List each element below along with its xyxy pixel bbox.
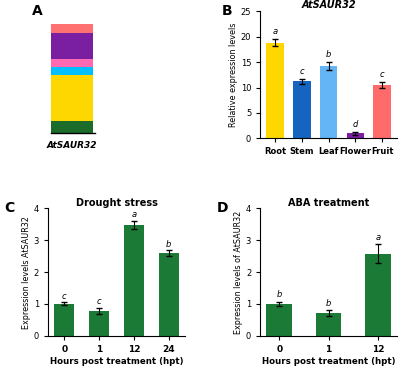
Bar [320,66,337,138]
Bar [51,59,93,67]
Text: a: a [132,210,136,219]
Legend: ABRE, TC-rich repeats, MBS, LTR, CGTCA-motif, TCA-element: ABRE, TC-rich repeats, MBS, LTR, CGTCA-m… [262,39,332,90]
Bar [266,304,292,336]
Title: AtSAUR32: AtSAUR32 [301,0,356,10]
Text: d: d [352,119,358,129]
Bar [51,33,93,59]
X-axis label: Hours post treatment (hpt): Hours post treatment (hpt) [50,357,183,366]
Text: c: c [380,70,385,79]
Text: b: b [326,50,331,59]
Bar [266,43,284,138]
Text: AtSAUR32: AtSAUR32 [47,141,97,150]
Text: D: D [217,201,228,215]
Bar [51,67,93,75]
Text: c: c [62,292,67,301]
Text: C: C [4,201,14,215]
Y-axis label: Expression levels of AtSAUR32: Expression levels of AtSAUR32 [234,210,243,334]
X-axis label: Hours post treatment (hpt): Hours post treatment (hpt) [262,357,395,366]
Y-axis label: Relative expression levels: Relative expression levels [229,23,238,127]
Text: A: A [32,4,43,18]
Bar [346,134,364,138]
Text: a: a [375,233,381,242]
Bar [55,304,75,336]
Text: b: b [166,239,171,248]
Bar [365,254,391,336]
Bar [316,313,341,336]
Text: c: c [97,297,101,307]
Text: B: B [222,4,233,18]
Text: a: a [273,27,277,36]
Title: Drought stress: Drought stress [75,198,158,208]
Bar [51,121,93,133]
Text: b: b [326,299,331,308]
Bar [373,85,391,138]
Text: b: b [277,291,282,300]
Text: c: c [300,67,304,76]
Bar [51,24,93,33]
Bar [51,75,93,121]
Y-axis label: Expression levels AtSAUR32: Expression levels AtSAUR32 [22,216,31,329]
Bar [293,81,310,138]
Title: ABA treatment: ABA treatment [288,198,369,208]
Bar [89,311,109,336]
Bar [158,253,179,336]
Bar [124,225,144,336]
